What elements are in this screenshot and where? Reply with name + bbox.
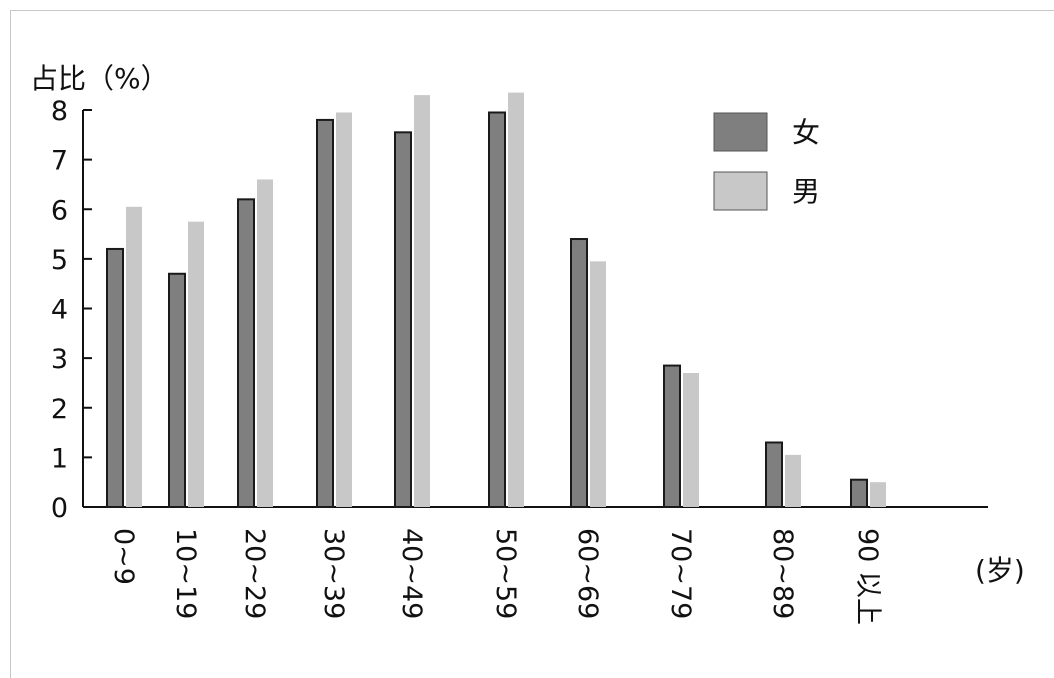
bar-female <box>316 118 334 509</box>
x-category-label: 90 以上 <box>852 528 883 625</box>
x-category-label: 80~89 <box>767 528 798 619</box>
y-tick-label: 4 <box>51 295 68 326</box>
legend-item-male-swatch <box>713 171 768 211</box>
bar-male <box>870 482 886 507</box>
legend-item-female-label: 女 <box>792 116 820 149</box>
x-category-label: 40~49 <box>396 528 427 619</box>
legend-item-male-label: 男 <box>792 175 820 208</box>
bar-male <box>336 112 352 507</box>
bar-female <box>663 364 681 508</box>
bar-male <box>590 261 606 507</box>
legend: 女男 <box>713 112 820 211</box>
legend-item-female-swatch <box>713 112 768 152</box>
bar-male <box>126 206 142 508</box>
y-tick-label: 1 <box>51 443 68 474</box>
y-tick-label: 2 <box>51 394 68 425</box>
x-category-label: 10~19 <box>170 528 201 619</box>
bar-male <box>188 221 204 507</box>
bar-female <box>237 198 255 508</box>
y-tick-label: 3 <box>51 344 68 375</box>
bar-male <box>508 92 524 507</box>
x-category-label: 20~29 <box>239 528 270 619</box>
bar-female <box>570 238 588 508</box>
bar-female <box>488 111 506 508</box>
x-category-label: 60~69 <box>572 528 603 619</box>
y-tick-label: 0 <box>51 493 68 524</box>
axes: 0 1 2 3 4 5 6 7 8 0~9 10~19 20~29 30~39 40~49 50~59 60~… <box>51 96 988 625</box>
x-axis-unit-label: (岁) <box>975 554 1025 587</box>
x-category-label: 30~39 <box>318 528 349 619</box>
chart-frame <box>10 10 1054 678</box>
bars <box>106 92 886 509</box>
bar-male <box>785 454 801 507</box>
bar-male <box>414 95 430 508</box>
bar-female <box>765 441 783 508</box>
y-tick-label: 8 <box>51 96 68 127</box>
bar-male <box>257 179 273 507</box>
bar-female <box>106 247 124 508</box>
bar-female <box>394 131 412 509</box>
bar-female <box>850 478 868 508</box>
x-category-label: 0~9 <box>108 528 139 585</box>
x-category-label: 70~79 <box>665 528 696 619</box>
x-category-label: 50~59 <box>490 528 521 619</box>
y-tick-label: 5 <box>51 245 68 276</box>
y-axis-label: 占比（%） <box>30 62 169 95</box>
bar-female <box>168 272 186 509</box>
bar-male <box>683 373 699 507</box>
y-tick-label: 6 <box>51 195 68 226</box>
y-tick-label: 7 <box>51 146 68 177</box>
